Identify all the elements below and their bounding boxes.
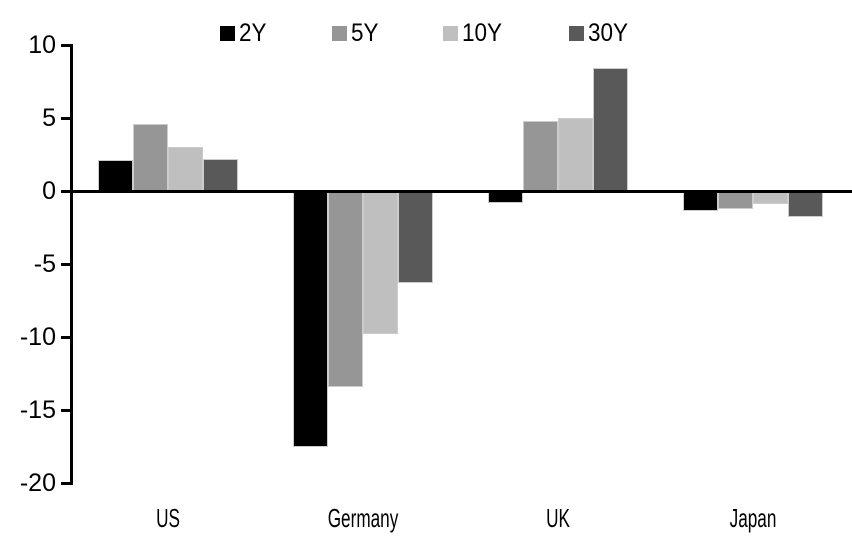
legend-item-5y: 5Y bbox=[331, 18, 382, 48]
y-axis-tick bbox=[61, 335, 70, 339]
y-axis-tick-label: -10 bbox=[19, 323, 56, 351]
category-label-japan: Japan bbox=[729, 503, 777, 533]
y-axis-tick-label: 5 bbox=[42, 104, 56, 132]
legend-swatch-icon bbox=[443, 25, 459, 41]
legend-label: 2Y bbox=[238, 19, 267, 47]
bar-germany-30y bbox=[398, 191, 434, 283]
y-axis-tick-label: -15 bbox=[19, 396, 56, 424]
legend-item-2y: 2Y bbox=[219, 18, 270, 48]
legend-swatch-icon bbox=[331, 25, 347, 41]
category-label-germany: Germany bbox=[327, 503, 399, 533]
bar-us-10y bbox=[168, 147, 204, 191]
bar-uk-30y bbox=[592, 68, 628, 191]
category-label-uk: UK bbox=[545, 503, 570, 533]
bar-japan-10y bbox=[752, 191, 788, 205]
bar-uk-10y bbox=[557, 118, 593, 191]
bar-germany-10y bbox=[363, 191, 399, 335]
bar-japan-2y bbox=[682, 191, 718, 212]
bar-japan-30y bbox=[787, 191, 823, 218]
y-axis-tick-label: -5 bbox=[33, 250, 56, 278]
bar-uk-2y bbox=[487, 191, 523, 203]
y-axis-tick bbox=[61, 189, 70, 193]
y-axis-tick bbox=[61, 116, 70, 120]
y-axis-tick-label: 0 bbox=[42, 177, 56, 205]
bar-us-2y bbox=[98, 160, 134, 191]
y-axis-tick-label: 10 bbox=[28, 31, 56, 59]
y-axis-tick bbox=[61, 43, 70, 47]
y-axis-tick bbox=[61, 262, 70, 266]
y-axis-tick bbox=[61, 408, 70, 412]
bar-japan-5y bbox=[717, 191, 753, 209]
legend-item-30y: 30Y bbox=[568, 18, 632, 48]
y-axis-tick bbox=[61, 481, 70, 485]
bar-germany-2y bbox=[293, 191, 329, 447]
bar-us-30y bbox=[203, 158, 239, 191]
bar-us-5y bbox=[133, 123, 169, 191]
category-label-us: US bbox=[156, 503, 181, 533]
y-axis-tick-label: -20 bbox=[19, 469, 56, 497]
y-axis-line bbox=[70, 43, 73, 485]
legend-swatch-icon bbox=[568, 25, 584, 41]
legend: 2Y 5Y 10Y 30Y bbox=[0, 18, 852, 48]
zero-line bbox=[70, 189, 852, 193]
bar-uk-5y bbox=[522, 120, 558, 191]
legend-label: 5Y bbox=[350, 19, 379, 47]
legend-label: 10Y bbox=[462, 19, 503, 47]
legend-label: 30Y bbox=[587, 19, 628, 47]
legend-item-10y: 10Y bbox=[443, 18, 506, 48]
bar-germany-5y bbox=[328, 191, 364, 387]
legend-swatch-icon bbox=[219, 25, 235, 41]
